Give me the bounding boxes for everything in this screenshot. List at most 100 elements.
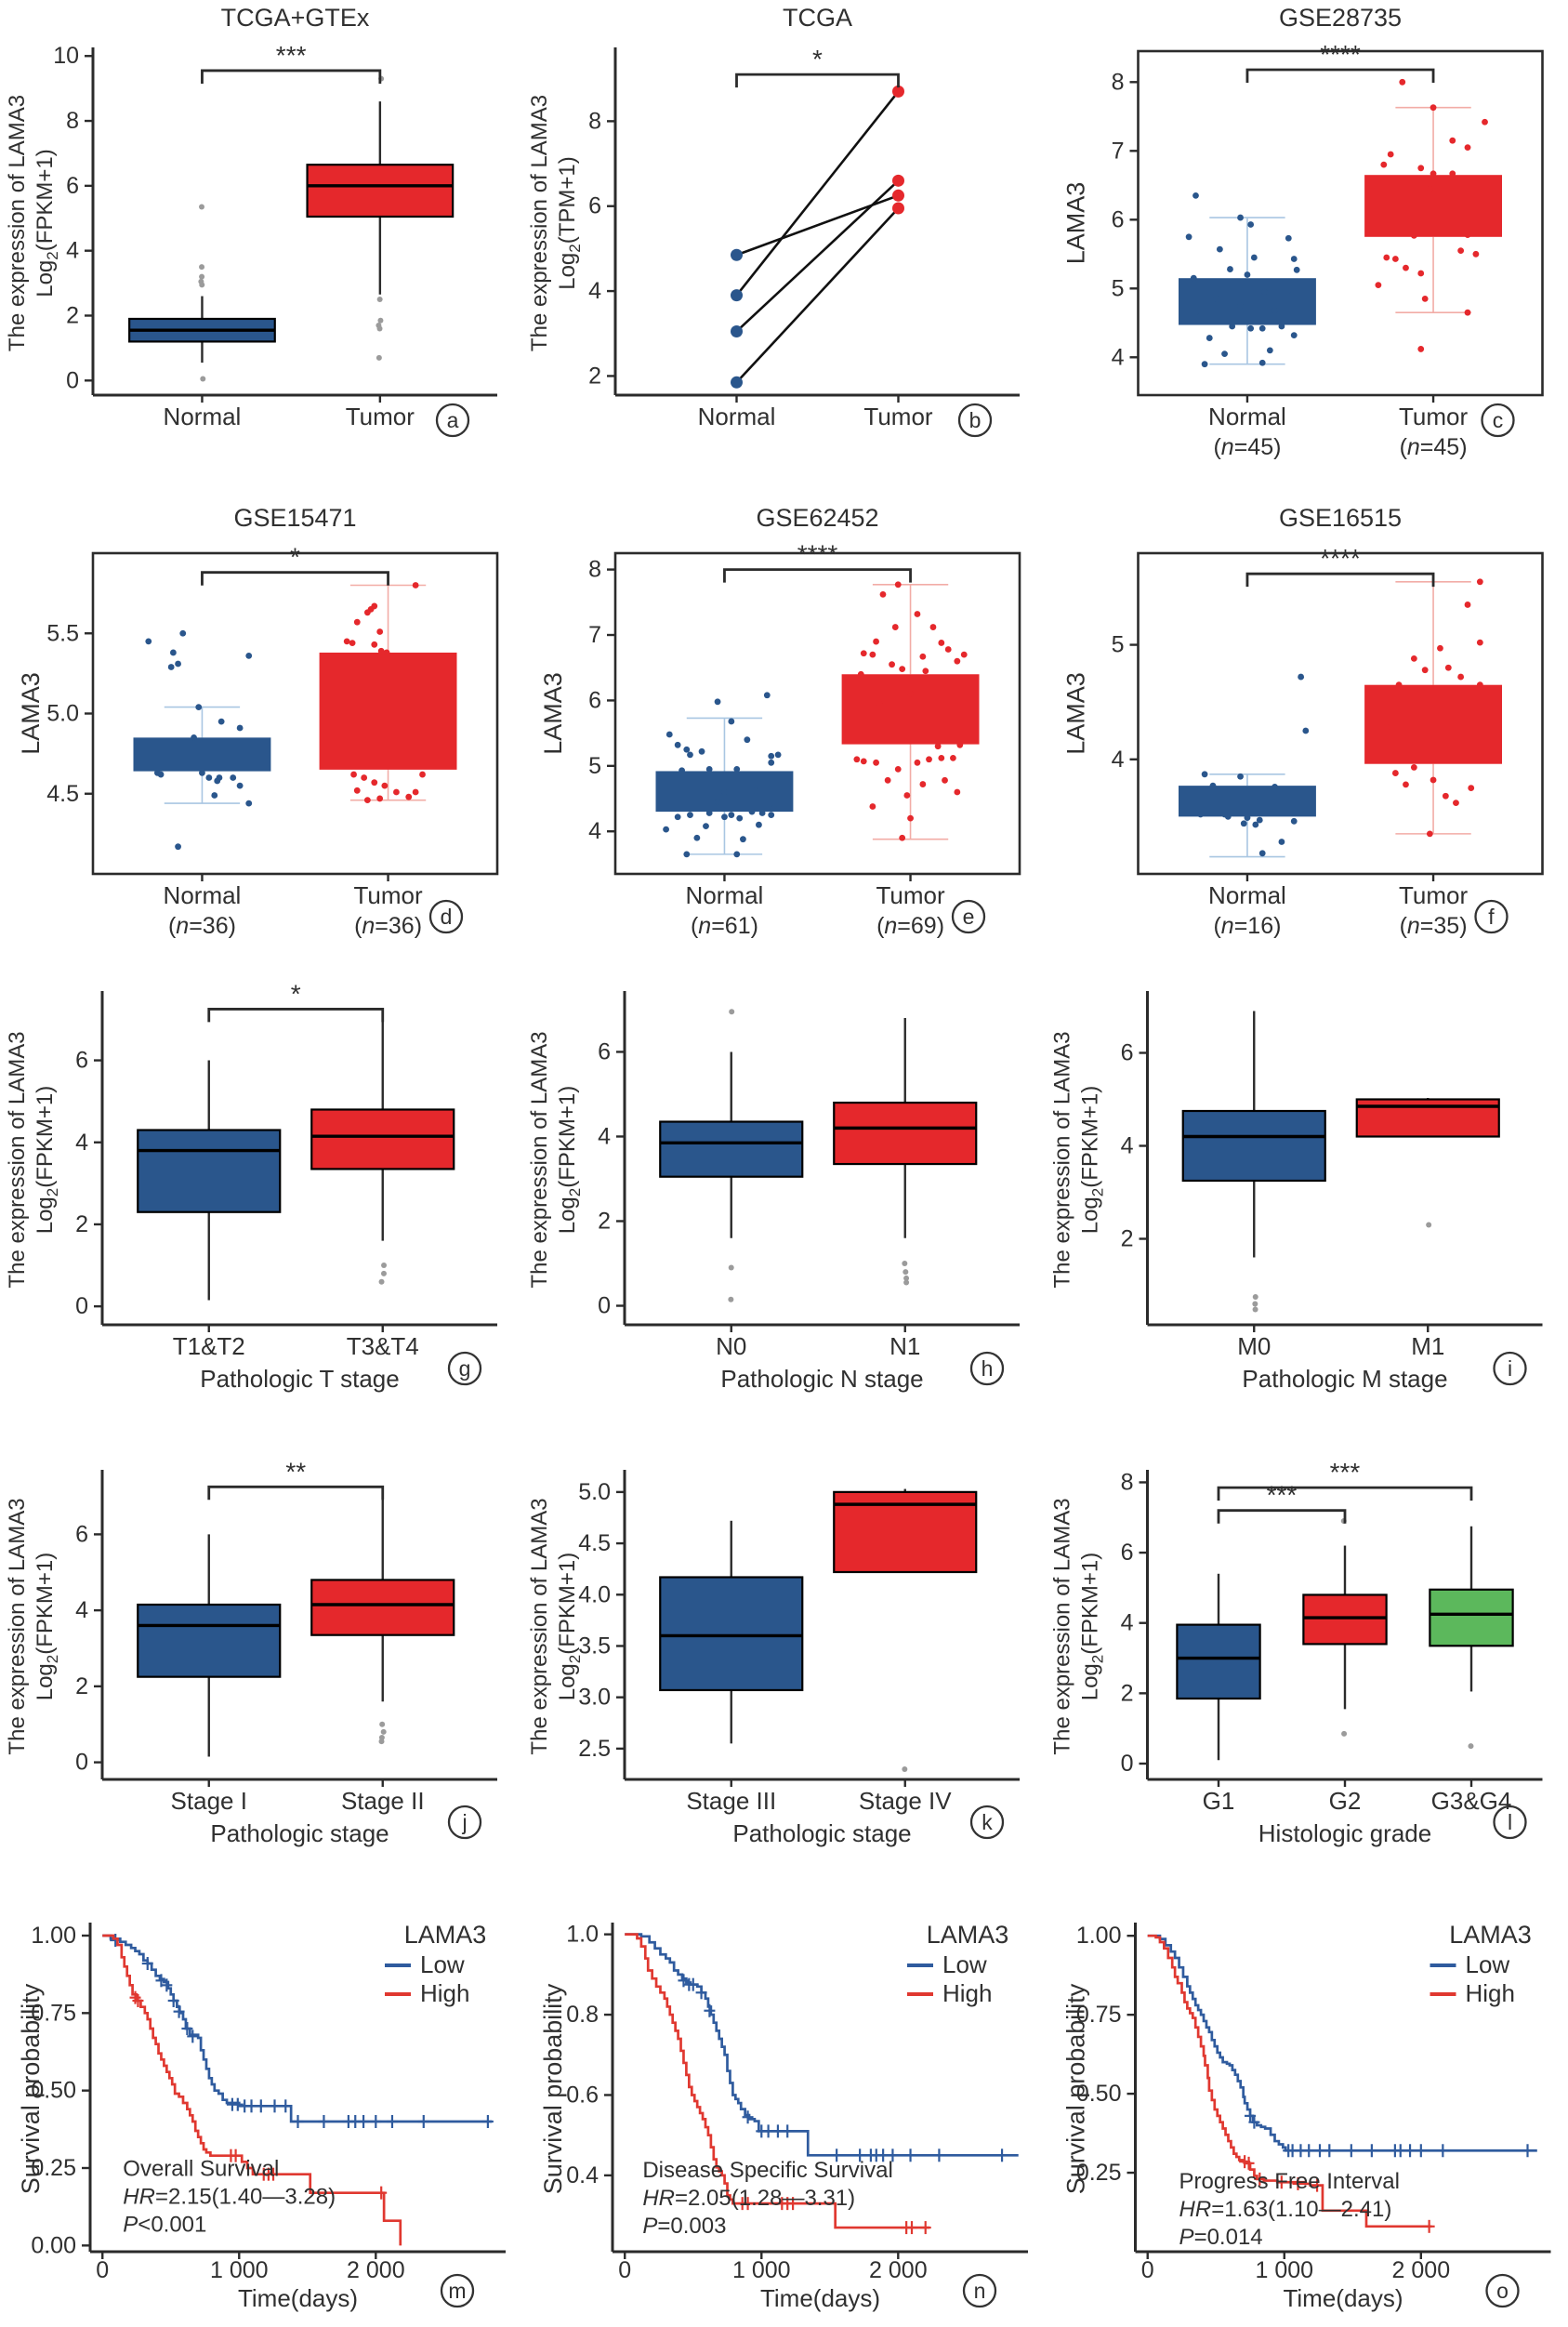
- legend: LAMA3LowHigh: [1430, 1921, 1532, 2007]
- jitter-point: [381, 783, 388, 789]
- panel-badge: j: [449, 1806, 481, 1838]
- jitter-point: [1411, 232, 1417, 239]
- y-axis-title: Survival probability: [17, 1983, 45, 2194]
- y-tick-label: 8: [588, 557, 601, 583]
- jitter-point: [1430, 104, 1437, 111]
- jitter-point: [950, 755, 956, 761]
- x-tick-label: 2 000: [869, 2257, 928, 2283]
- jitter-point: [354, 787, 361, 794]
- category-label: Tumor: [1399, 403, 1468, 430]
- jitter-point: [1422, 667, 1429, 673]
- panel-k-stage3-4-boxplot: 2.5 3.0 3.5 4.0 4.5 5.0 The expression of LAMA…: [522, 1450, 1045, 1915]
- jitter-point: [1237, 773, 1244, 780]
- outlier-point: [381, 1729, 387, 1735]
- jitter-point: [666, 732, 673, 738]
- t1-t2-box: [138, 1130, 280, 1212]
- chart-f: 45LAMA3****Normal(n=16)Tumor(n=35)GSE165…: [1045, 483, 1568, 967]
- panel-badge: o: [1487, 2275, 1519, 2307]
- jitter-point: [245, 800, 252, 807]
- y-tick-label: 5: [1112, 632, 1125, 658]
- outlier-point: [1253, 1294, 1258, 1300]
- outlier-point: [1341, 1731, 1347, 1737]
- normal-point: [731, 249, 743, 261]
- jitter-point: [1197, 313, 1204, 320]
- y-tick-label: 5.0: [46, 701, 79, 727]
- jitter-point: [349, 640, 356, 646]
- y-axis-title: LAMA3: [17, 672, 45, 755]
- jitter-point: [364, 797, 371, 803]
- y-tick-label: 6: [588, 193, 601, 219]
- legend-label-high: High: [420, 1979, 469, 2007]
- y-tick-label: 4: [1112, 747, 1125, 773]
- jitter-point: [1294, 267, 1300, 273]
- x-tick-label: 2 000: [1392, 2257, 1451, 2283]
- stage-i-box: [138, 1605, 280, 1677]
- category-label: T1&T2: [173, 1332, 245, 1360]
- jitter-point: [679, 767, 685, 773]
- jitter-point: [1383, 255, 1390, 261]
- m1-box-group: [1357, 1098, 1499, 1228]
- stage-iii-box: [660, 1578, 802, 1690]
- panel-b-tcga-paired-plot: 2 4 6 8 The expression of LAMA3 Log2(TPM+1) * N…: [522, 0, 1045, 483]
- y-tick-label: 2.5: [578, 1736, 611, 1762]
- jitter-point: [371, 641, 377, 648]
- jitter-point: [728, 719, 734, 725]
- normal-box-group: [134, 630, 271, 850]
- x-axis: Normal(n=16)Tumor(n=35): [1208, 874, 1468, 939]
- jitter-point: [858, 671, 864, 678]
- category-label: Normal: [686, 881, 764, 909]
- jitter-point: [1411, 764, 1417, 771]
- jitter-point: [1210, 783, 1217, 789]
- jitter-point: [1468, 785, 1474, 791]
- chart-d: 4.55.05.5LAMA3*Normal(n=36)Tumor(n=36)GS…: [0, 483, 522, 967]
- jitter-point: [1399, 79, 1405, 86]
- x-tick-label: 1 000: [732, 2257, 791, 2283]
- x-tick-label: 0: [618, 2257, 631, 2283]
- jitter-point: [768, 760, 774, 766]
- panel-badge-letter: i: [1508, 1356, 1512, 1381]
- jitter-point: [1396, 681, 1403, 688]
- y-axis-title: Log2(FPKM+1): [33, 1553, 61, 1701]
- y-axis-title: The expression of LAMA3: [1050, 1031, 1075, 1288]
- lama3-expression-figure: 0 2 4 6 8 10 The expression of LAMA3 Log2(FPKM+…: [0, 0, 1568, 2327]
- y-tick-label: 2: [598, 1208, 611, 1234]
- panel-e-gse62452-boxplot: 4 5 6 7 8 LAMA3 **** Normal (n=61) Tumor (n=69) GSE…: [522, 483, 1045, 967]
- y-tick-label: 4: [598, 1123, 611, 1149]
- jitter-point: [675, 813, 681, 820]
- normal-box-group: [656, 692, 794, 857]
- chart-h: 0246The expression of LAMA3 Log2(FPKM+1)N…: [522, 967, 1045, 1450]
- jitter-point: [1259, 360, 1266, 366]
- panel-f-gse16515-boxplot: 4 5 LAMA3 **** Normal (n=16) Tumor (n=35) GSE165…: [1045, 483, 1568, 967]
- jitter-point: [721, 813, 728, 820]
- category-label: Stage I: [171, 1787, 247, 1815]
- y-tick-label: 6: [66, 173, 79, 199]
- jitter-point: [749, 809, 756, 815]
- jitter-point: [1192, 192, 1199, 199]
- tumor-box: [1364, 175, 1502, 237]
- jitter-point: [158, 772, 165, 778]
- panel-title: GSE62452: [756, 504, 878, 532]
- significance-bracket: ***: [202, 41, 379, 84]
- jitter-point: [715, 698, 721, 705]
- jitter-point: [230, 774, 236, 781]
- category-label: N0: [716, 1332, 746, 1360]
- tumor-box: [308, 165, 454, 217]
- annotation-p: P=0.014: [1179, 2225, 1263, 2250]
- y-axis-title: Log2(FPKM+1): [33, 1086, 61, 1235]
- jitter-point: [1430, 170, 1437, 177]
- tumor-box-group: [320, 582, 457, 803]
- panel-j-stage1-2-boxplot: 0 2 4 6 The expression of LAMA3 Log2(FPKM+1) *…: [0, 1450, 522, 1915]
- y-tick-label: 6: [1121, 1540, 1134, 1566]
- jitter-point: [1245, 271, 1251, 278]
- g2-box-group: [1303, 1518, 1386, 1737]
- outlier-point: [729, 1265, 734, 1271]
- jitter-point: [214, 778, 220, 785]
- category-label: N1: [889, 1332, 920, 1360]
- jitter-point: [1186, 233, 1192, 240]
- significance-bracket: ****: [724, 540, 910, 583]
- significance-bracket: ****: [1247, 544, 1433, 587]
- jitter-point: [1449, 170, 1456, 177]
- y-axis-title: The expression of LAMA3: [527, 1031, 552, 1288]
- category-label: Stage II: [341, 1787, 425, 1815]
- outlier-point: [377, 325, 383, 331]
